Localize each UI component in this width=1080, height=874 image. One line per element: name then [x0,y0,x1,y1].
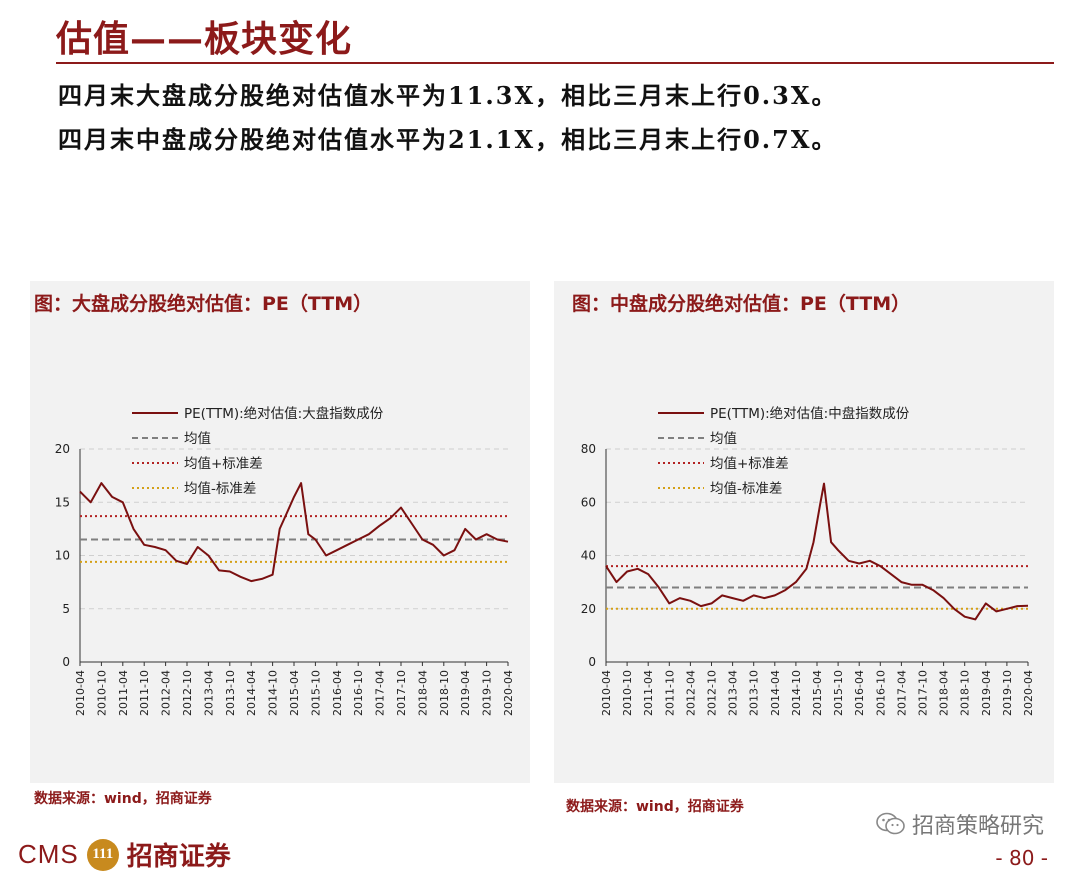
x-tick-label: 2015-10 [832,670,845,716]
pe-series-line [605,482,1029,621]
x-tick-label: 2019-04 [459,670,472,716]
x-tick-label: 2014-04 [769,670,782,716]
y-tick-label: 20 [55,442,70,456]
y-tick-label: 80 [581,442,596,456]
wechat-account-name: 招商策略研究 [911,814,1044,839]
x-tick-label: 2017-04 [374,670,387,716]
x-tick-label: 2014-10 [267,670,280,716]
legend-mean-minus-std-label: 均值-标准差 [184,481,256,497]
wechat-icon [876,812,905,835]
legend-mean-plus-std-label: 均值+标准差 [184,456,263,472]
y-tick-label: 15 [55,495,70,509]
x-tick-label: 2016-10 [874,670,887,716]
x-tick-label: 2012-10 [181,670,194,716]
x-tick-label: 2017-10 [395,670,408,716]
large-cap-pe-chart: 0 5 10 15 20 2010-04 2010-10 2011-04 2011-10 2012… [55,405,515,716]
legend-mean-label: 均值 [184,431,211,447]
x-tick-label: 2012-04 [684,670,697,716]
x-tick-label: 2020-04 [502,670,515,716]
mid-cap-pe-chart: 0 20 40 60 80 2010-04 2010-10 2011-04 2011-10 201… [581,405,1035,716]
cms-logo: CMS 111 招商证券 [18,836,231,873]
page-number: - 80 - [995,846,1048,870]
x-tick-label: 2017-10 [917,670,930,716]
x-tick-label: 2010-04 [74,670,87,716]
page-title: 估值——板块变化 [56,18,353,60]
data-source-mid-cap: 数据来源：wind，招商证券 [566,799,744,815]
summary-line-large-cap: 四月末大盘成分股绝对估值水平为11.3X，相比三月末上行0.3X。 [58,81,838,110]
x-tick-label: 2012-10 [706,670,719,716]
x-tick-label: 2011-04 [117,670,130,716]
x-tick-label: 2019-10 [1001,670,1014,716]
chart-title-large-cap: 图：大盘成分股绝对估值：PE（TTM） [34,293,373,315]
x-tick-label: 2015-04 [288,670,301,716]
x-tick-label: 2014-10 [790,670,803,716]
x-tick-label: 2018-10 [438,670,451,716]
x-tick-label: 2019-10 [481,670,494,716]
brand-name: 招商证券 [126,842,231,872]
x-tick-label: 2013-10 [224,670,237,716]
legend-pe-series-label: PE(TTM):绝对估值:中盘指数成份 [710,405,910,422]
x-tick-label: 2018-04 [938,670,951,716]
legend-mean-label: 均值 [710,431,737,447]
x-tick-label: 2016-10 [352,670,365,716]
y-tick-label: 5 [62,602,70,616]
legend-mean-minus-std-label: 均值-标准差 [710,481,782,497]
x-tick-label: 2019-04 [980,670,993,716]
x-tick-label: 2017-04 [895,670,908,716]
pe-series-line [79,482,509,583]
y-tick-label: 0 [62,655,70,669]
x-tick-label: 2011-10 [663,670,676,716]
x-tick-label: 2010-10 [621,670,634,716]
x-tick-label: 2018-04 [416,670,429,716]
title-divider [56,62,1054,64]
y-tick-label: 60 [581,495,596,509]
legend-pe-series-label: PE(TTM):绝对估值:大盘指数成份 [184,405,384,422]
cms-logo-mark-icon: 111 [86,838,119,871]
chart-title-mid-cap: 图：中盘成分股绝对估值：PE（TTM） [572,293,911,315]
x-tick-label: 2014-04 [245,670,258,716]
chart-panel-mid-cap [554,281,1054,783]
x-tick-label: 2011-10 [138,670,151,716]
x-tick-label: 2020-04 [1022,670,1035,716]
y-tick-label: 20 [581,602,596,616]
x-tick-label: 2013-10 [748,670,761,716]
x-tick-label: 2016-04 [853,670,866,716]
x-tick-label: 2013-04 [727,670,740,716]
wechat-account: 招商策略研究 [876,808,1044,840]
y-tick-label: 40 [581,549,596,563]
y-tick-label: 10 [55,549,70,563]
summary-line-mid-cap: 四月末中盘成分股绝对估值水平为21.1X，相比三月末上行0.7X。 [58,125,838,154]
x-tick-label: 2018-10 [959,670,972,716]
data-source-large-cap: 数据来源：wind，招商证券 [34,791,212,807]
x-tick-label: 2012-04 [160,670,173,716]
x-tick-label: 2010-10 [95,670,108,716]
x-tick-label: 2015-04 [811,670,824,716]
x-tick-label: 2010-04 [600,670,613,716]
cms-logo-text: CMS [18,839,79,869]
x-tick-label: 2016-04 [331,670,344,716]
x-tick-label: 2015-10 [309,670,322,716]
x-tick-label: 2011-04 [642,670,655,716]
x-tick-label: 2013-04 [202,670,215,716]
y-tick-label: 0 [588,655,596,669]
legend-mean-plus-std-label: 均值+标准差 [710,456,789,472]
